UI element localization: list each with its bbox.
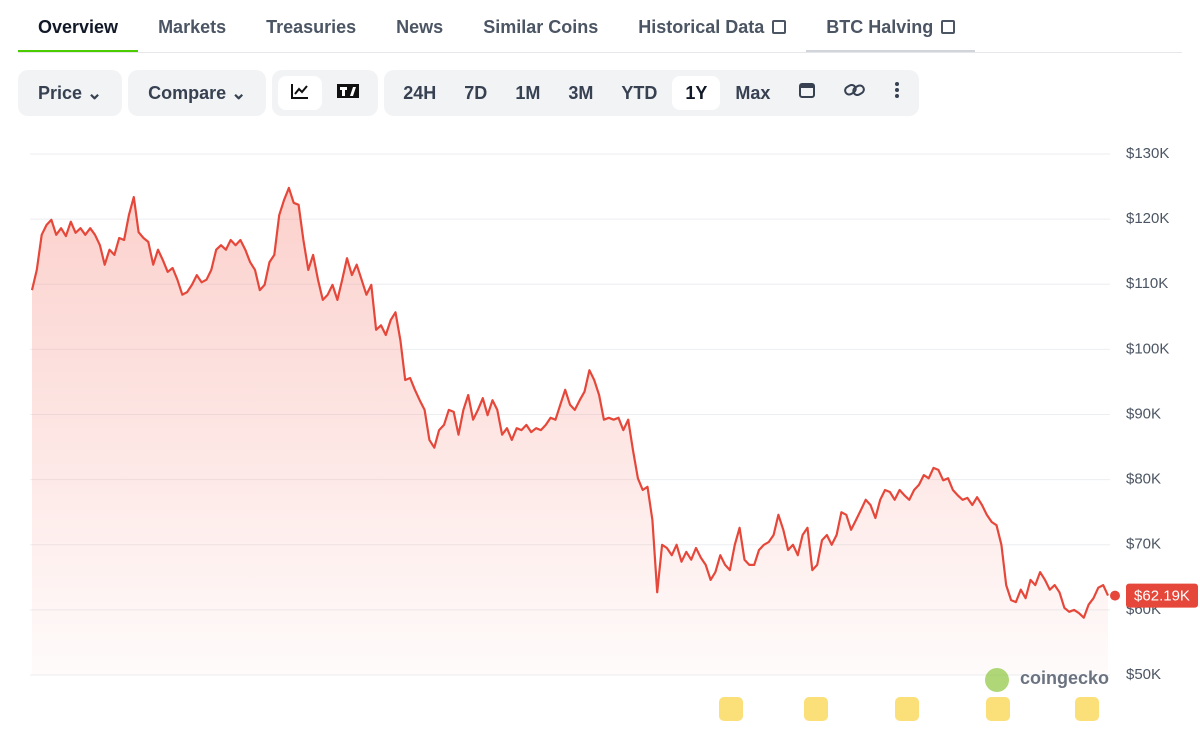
tab-label: BTC Halving	[826, 17, 934, 37]
icon	[337, 84, 360, 98]
tradingview-button[interactable]	[324, 76, 372, 110]
icon	[895, 82, 900, 98]
tab[interactable]: Treasuries	[266, 17, 357, 37]
icon	[291, 84, 309, 99]
range-button[interactable]: YTD	[621, 83, 658, 103]
area	[32, 187, 1108, 675]
y-tick-label: $110K	[1126, 275, 1168, 292]
logo	[985, 668, 1009, 692]
tab-bar: Overview Markets Treasuries News Similar…	[18, 0, 1182, 53]
event-marker[interactable]	[719, 697, 743, 721]
tab[interactable]: Historical Data	[618, 0, 806, 52]
toolbar: Price ⌄ Compare ⌄ 24H 7D 1M 3M YTD 1Y Max	[18, 70, 920, 116]
tab[interactable]: News	[396, 17, 444, 37]
watermark-text: coingecko	[1020, 668, 1109, 688]
event-marker[interactable]	[895, 697, 919, 721]
event-marker[interactable]	[1075, 697, 1099, 721]
range-button[interactable]: Max	[735, 83, 771, 103]
range-button[interactable]: 3M	[568, 83, 594, 103]
y-tick-label: $130K	[1126, 145, 1169, 162]
line-chart-button[interactable]	[278, 76, 323, 110]
dropdown-label: Compare ⌄	[148, 83, 247, 103]
y-tick-label: $120K	[1126, 210, 1169, 227]
external-icon	[772, 20, 787, 34]
price-line	[30, 186, 1110, 619]
tab-label: Historical Data	[638, 17, 765, 37]
range-group: 24H 7D 1M 3M YTD 1Y Max	[384, 70, 920, 116]
external-icon	[941, 20, 956, 34]
y-tick-label: $50K	[1126, 666, 1161, 683]
current-price-dot	[1110, 590, 1120, 601]
calendar-button[interactable]	[785, 76, 829, 110]
range-button[interactable]: 24H	[403, 83, 437, 103]
event-markers	[719, 697, 1099, 721]
range-button[interactable]: 1Y	[672, 76, 721, 110]
tab[interactable]: Similar Coins	[483, 17, 599, 37]
price-dropdown[interactable]: Price ⌄	[18, 70, 123, 116]
chart-style-group	[272, 70, 379, 116]
icon	[844, 84, 866, 96]
y-tick-label: $80K	[1126, 471, 1161, 488]
tab[interactable]: Overview	[18, 0, 139, 52]
label: Price	[38, 83, 83, 103]
label: Compare	[148, 83, 227, 103]
tab[interactable]: BTC Halving	[806, 0, 976, 52]
y-tick-label: $100K	[1126, 340, 1169, 357]
range-button[interactable]: 7D	[464, 83, 488, 103]
y-tick-label: $70K	[1126, 536, 1161, 553]
link-button[interactable]	[831, 76, 879, 110]
event-marker[interactable]	[804, 697, 828, 721]
watermark: coingecko	[985, 668, 1109, 692]
event-marker[interactable]	[986, 697, 1010, 721]
compare-dropdown[interactable]: Compare ⌄	[128, 70, 267, 116]
current-price-label: $62.19K	[1134, 588, 1190, 605]
range-button[interactable]: 1M	[515, 83, 541, 103]
dropdown-label: Price ⌄	[38, 83, 103, 103]
icon	[799, 83, 816, 98]
more-button[interactable]	[881, 76, 913, 110]
current-price-badge	[1126, 583, 1198, 608]
tab[interactable]: Markets	[158, 17, 227, 37]
y-tick-label: $90K	[1126, 405, 1161, 422]
plot: $62.19K	[30, 186, 1198, 675]
